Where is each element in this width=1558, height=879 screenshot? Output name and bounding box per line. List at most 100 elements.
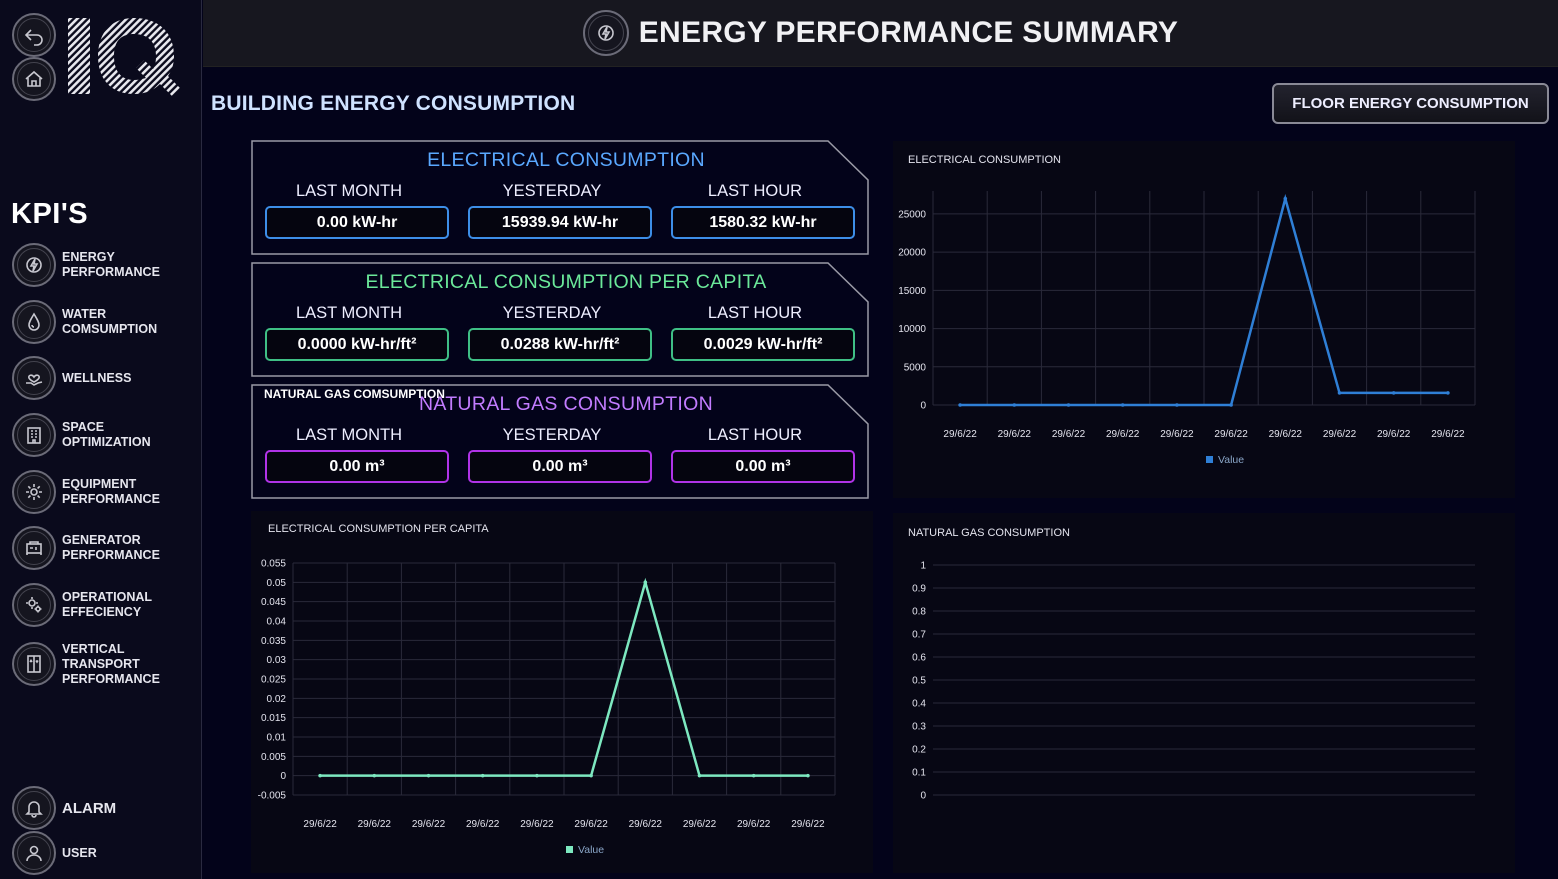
header-bar: ENERGY PERFORMANCE SUMMARY (203, 0, 1558, 67)
kpi-card-electrical-consumption-per-capita: ELECTRICAL CONSUMPTION PER CAPITA LAST MO… (251, 262, 869, 377)
y-tick-label: 1 (920, 561, 926, 572)
kpi-column-label: YESTERDAY (502, 304, 602, 322)
kpi-value-box: 0.00 m³ (265, 450, 449, 483)
x-tick-label: 29/6/22 (303, 819, 337, 830)
x-tick-label: 29/6/22 (791, 819, 825, 830)
x-tick-label: 29/6/22 (466, 819, 500, 830)
y-tick-label: 25000 (898, 209, 926, 220)
x-tick-label: 29/6/22 (683, 819, 717, 830)
sidebar-item-label: ALARM (62, 799, 117, 817)
home-icon (25, 70, 43, 87)
kpi-column-label: LAST HOUR (707, 426, 803, 444)
chart-title: ELECTRICAL CONSUMPTION (908, 154, 1062, 166)
sidebar-item-label: USER (62, 845, 97, 860)
y-tick-label: 0.7 (912, 630, 926, 641)
kpi-value-box: 0.00 m³ (671, 450, 855, 483)
sidebar-item-wellness[interactable]: WELLNESS (12, 355, 197, 401)
y-tick-label: 0.4 (912, 699, 926, 710)
sidebar-item-label: VERTICAL TRANSPORT PERFORMANCE (62, 641, 160, 686)
y-tick-label: 0.01 (267, 733, 287, 744)
data-point (480, 773, 485, 778)
y-tick-label: 0.005 (261, 752, 286, 763)
data-point (958, 403, 962, 407)
x-tick-label: 29/6/22 (1052, 429, 1086, 440)
sidebar-item-user[interactable]: USER (12, 830, 197, 876)
x-tick-label: 29/6/22 (998, 429, 1032, 440)
kpi-card-title: NATURAL GAS CONSUMPTION (418, 393, 713, 415)
sidebar-item-icon-badge (12, 583, 56, 627)
data-point (1283, 196, 1288, 201)
sidebar-item-vertical-transport-performance[interactable]: VERTICAL TRANSPORT PERFORMANCE (12, 640, 197, 688)
y-tick-label: 0 (920, 791, 926, 802)
heart-hand-icon (26, 374, 43, 386)
gear-icon (26, 484, 42, 500)
sidebar-item-icon-badge (12, 470, 56, 514)
sidebar-item-icon-badge (12, 300, 56, 344)
kpi-column-label: YESTERDAY (502, 426, 602, 444)
x-tick-label: 29/6/22 (1431, 429, 1465, 440)
y-tick-label: 5000 (904, 362, 927, 373)
kpi-card-title: ELECTRICAL CONSUMPTION (427, 149, 705, 171)
x-tick-label: 29/6/22 (574, 819, 608, 830)
x-tick-label: 29/6/22 (1323, 429, 1357, 440)
home-button[interactable] (12, 57, 56, 101)
x-tick-label: 29/6/22 (1377, 429, 1411, 440)
y-tick-label: 0.02 (267, 694, 287, 705)
electrical-consumption-chart: 0 5000 10000 15000 20000 25000 29/6/22 29/6/22 2… (893, 141, 1515, 498)
sidebar-item-space-optimization[interactable]: SPACE OPTIMIZATION (12, 412, 197, 458)
data-point (1120, 403, 1125, 407)
y-tick-label: 15000 (898, 286, 926, 297)
iq-logo (68, 18, 180, 96)
x-tick-label: 29/6/22 (943, 429, 977, 440)
y-tick-label: 0.9 (912, 584, 926, 595)
sidebar-item-water-comsumption[interactable]: WATER COMSUMPTION (12, 299, 197, 345)
sidebar-item-generator-performance[interactable]: GENERATOR PERFORMANCE (12, 525, 197, 571)
data-point (589, 773, 593, 778)
legend-label: Value (1218, 454, 1244, 466)
y-tick-label: 20000 (898, 248, 926, 259)
sidebar-item-operational-effeciency[interactable]: OPERATIONAL EFFECIENCY (12, 582, 197, 628)
y-tick-label: 0.035 (261, 636, 286, 647)
data-point (1066, 403, 1071, 407)
page-title: ENERGY PERFORMANCE SUMMARY (638, 16, 1179, 49)
kpi-value-box: 15939.94 kW-hr (468, 206, 652, 239)
back-button[interactable] (12, 13, 56, 57)
user-icon (26, 845, 42, 862)
elevator-icon (27, 655, 41, 673)
kpi-card-electrical-consumption: ELECTRICAL CONSUMPTION LAST MONTH 0.00 kW-… (251, 140, 869, 255)
kpi-card-overlay-label: NATURAL GAS COMSUMPTION (264, 387, 445, 401)
water-drop-icon (28, 312, 40, 331)
legend-swatch (1206, 456, 1213, 463)
x-tick-label: 29/6/22 (629, 819, 663, 830)
sidebar-item-icon-badge (12, 243, 56, 287)
sidebar-item-label: EQUIPMENT PERFORMANCE (62, 477, 160, 506)
kpi-value-box: 1580.32 kW-hr (671, 206, 855, 239)
sidebar-item-equipment-performance[interactable]: EQUIPMENT PERFORMANCE (12, 469, 197, 515)
data-point (1391, 391, 1396, 395)
sidebar-item-alarm[interactable]: ALARM (12, 785, 197, 831)
data-point (1446, 391, 1450, 395)
sidebar-item-energy-performance[interactable]: ENERGY PERFORMANCE (12, 242, 197, 288)
x-tick-label: 29/6/22 (358, 819, 392, 830)
energy-bolt-icon (597, 25, 614, 41)
building-icon (27, 427, 41, 444)
y-tick-label: 0.04 (267, 617, 287, 628)
y-tick-label: 0.015 (261, 713, 286, 724)
energy-bolt-icon (26, 257, 42, 273)
sidebar-item-icon-badge (12, 831, 56, 875)
section-title: BUILDING ENERGY CONSUMPTION (211, 92, 576, 115)
x-tick-label: 29/6/22 (412, 819, 446, 830)
floor-energy-consumption-button[interactable]: FLOOR ENERGY CONSUMPTION (1272, 83, 1549, 124)
data-point (372, 773, 377, 778)
kpi-column-label: YESTERDAY (502, 182, 602, 200)
data-point (1337, 391, 1342, 395)
sidebar-item-label: WELLNESS (62, 370, 132, 385)
sidebar-item-label: SPACE OPTIMIZATION (62, 420, 151, 449)
kpi-column-label: LAST HOUR (707, 182, 803, 200)
sidebar: KPI'S ENERGY PERFORMANCE WATER COMSUMPTI… (0, 0, 202, 879)
back-arrow-icon (24, 29, 43, 46)
sidebar-item-label: OPERATIONAL EFFECIENCY (62, 590, 153, 619)
header-energy-badge (582, 10, 629, 56)
chart-canvas: 0 0.1 0.2 0.3 0.4 0.5 0.6 0.7 0.8 0.9 1 (912, 561, 1475, 802)
y-tick-label: -0.005 (258, 791, 287, 802)
